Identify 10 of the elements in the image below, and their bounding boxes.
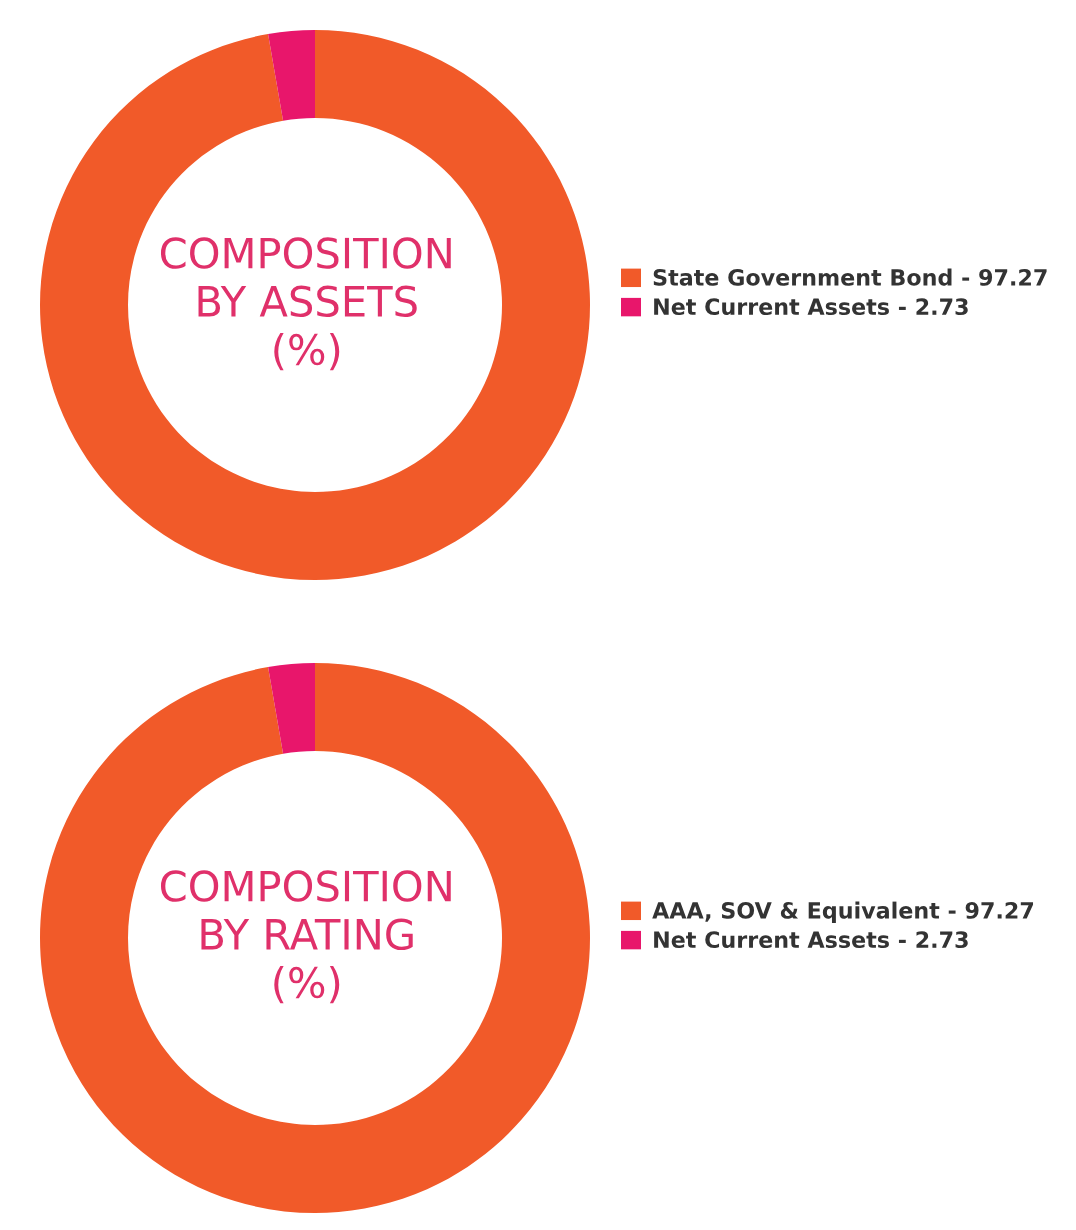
text: COMPOSITION BY ASSETS (%) [160,237,451,371]
donut-slice [268,30,315,121]
text: COMPOSITION BY RATING (%) [160,870,451,1004]
donut-slice [40,30,590,580]
legend-label: State Government Bond - 97.27 [653,268,1047,286]
legend-label: Net Current Assets - 2.73 [654,931,968,949]
legend-label: AAA, SOV & Equivalent - 97.27 [652,901,1034,924]
donut-slice [268,663,315,754]
donut-slice [40,663,590,1213]
legend-label: Net Current Assets - 2.73 [654,298,968,316]
